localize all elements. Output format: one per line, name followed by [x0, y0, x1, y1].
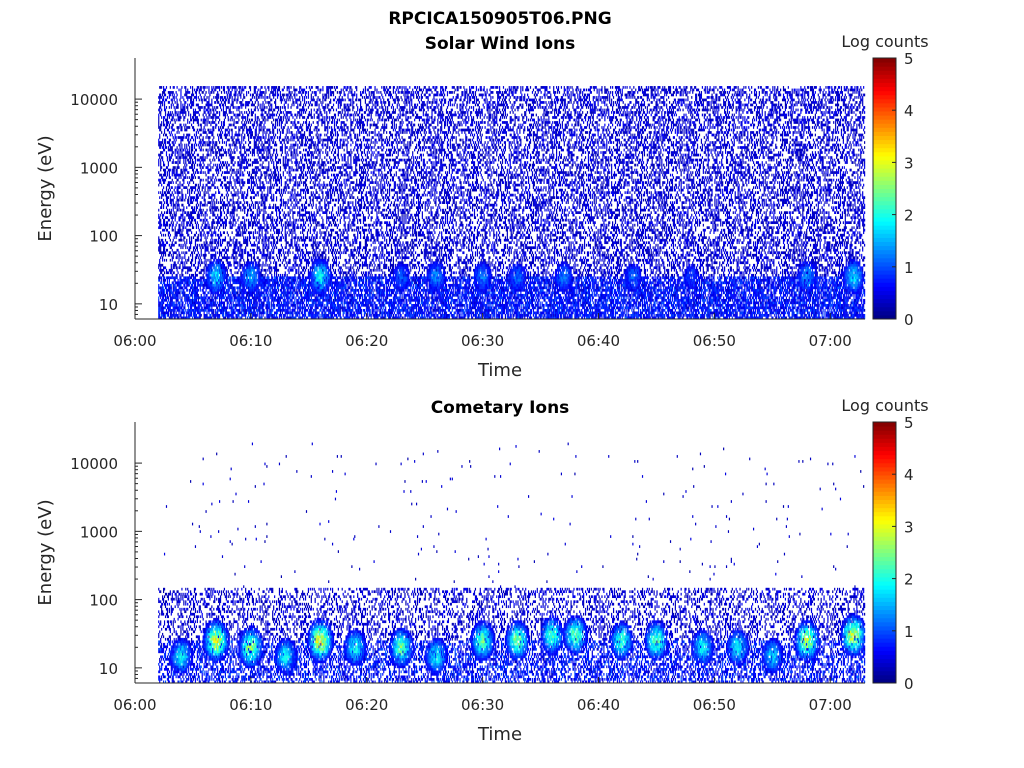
colorbar-tick-label: 3: [904, 518, 914, 536]
x-tick-label: 07:00: [809, 696, 852, 714]
colorbar-tick-label: 4: [904, 102, 914, 120]
x-tick-label: 06:40: [577, 696, 620, 714]
colorbar-gradient: [873, 422, 896, 684]
x-tick-label: 06:50: [693, 332, 736, 350]
x-axis-label: Time: [477, 724, 522, 745]
x-tick-label: 06:50: [693, 696, 736, 714]
figure-title: RPCICA150905T06.PNG: [388, 9, 611, 29]
y-tick-label: 10000: [70, 455, 118, 473]
colorbar-tick-label: 1: [904, 259, 914, 277]
x-tick-label: 06:00: [113, 332, 156, 350]
y-tick-label: 1000: [80, 523, 118, 541]
colorbar-gradient: [873, 58, 896, 320]
panel-solar-wind-ions: 06:00 06:10 06:20 06:30 06:40 06:50 07:0010100…: [35, 32, 929, 381]
y-tick-label: 100: [89, 228, 118, 246]
colorbar-label: Log counts: [841, 396, 928, 415]
x-tick-label: 06:10: [229, 696, 272, 714]
panel-title: Solar Wind Ions: [425, 34, 576, 54]
colorbar-tick-label: 5: [904, 50, 914, 68]
colorbar-tick-label: 1: [904, 623, 914, 641]
y-tick-label: 1000: [80, 159, 118, 177]
y-axis-label: Energy (eV): [35, 135, 56, 241]
y-tick-label: 100: [89, 592, 118, 610]
x-tick-label: 06:10: [229, 332, 272, 350]
x-tick-label: 06:20: [345, 332, 388, 350]
x-tick-label: 06:30: [461, 332, 504, 350]
panel-cometary-ions: 06:00 06:10 06:20 06:30 06:40 06:50 07:0010100…: [35, 396, 929, 745]
x-tick-label: 06:40: [577, 332, 620, 350]
x-tick-label: 06:20: [345, 696, 388, 714]
colorbar-tick-label: 3: [904, 154, 914, 172]
panel-title: Cometary Ions: [431, 398, 570, 418]
spectrogram-figure: RPCICA150905T06.PNG 06:00 06:10 06:20 06:30…: [0, 0, 1024, 768]
colorbar-tick-label: 5: [904, 414, 914, 432]
colorbar-tick-label: 4: [904, 466, 914, 484]
y-tick-label: 10: [99, 660, 118, 678]
colorbar-tick-label: 2: [904, 571, 914, 589]
colorbar-tick-label: 2: [904, 207, 914, 225]
colorbar-label: Log counts: [841, 32, 928, 51]
y-axis-label: Energy (eV): [35, 499, 56, 605]
figure-canvas: RPCICA150905T06.PNG 06:00 06:10 06:20 06:30…: [0, 0, 1024, 768]
colorbar-tick-label: 0: [904, 675, 914, 693]
x-axis-label: Time: [477, 360, 522, 381]
y-tick-label: 10: [99, 296, 118, 314]
x-tick-label: 06:30: [461, 696, 504, 714]
x-tick-label: 06:00: [113, 696, 156, 714]
colorbar-tick-label: 0: [904, 311, 914, 329]
x-tick-label: 07:00: [809, 332, 852, 350]
y-tick-label: 10000: [70, 91, 118, 109]
